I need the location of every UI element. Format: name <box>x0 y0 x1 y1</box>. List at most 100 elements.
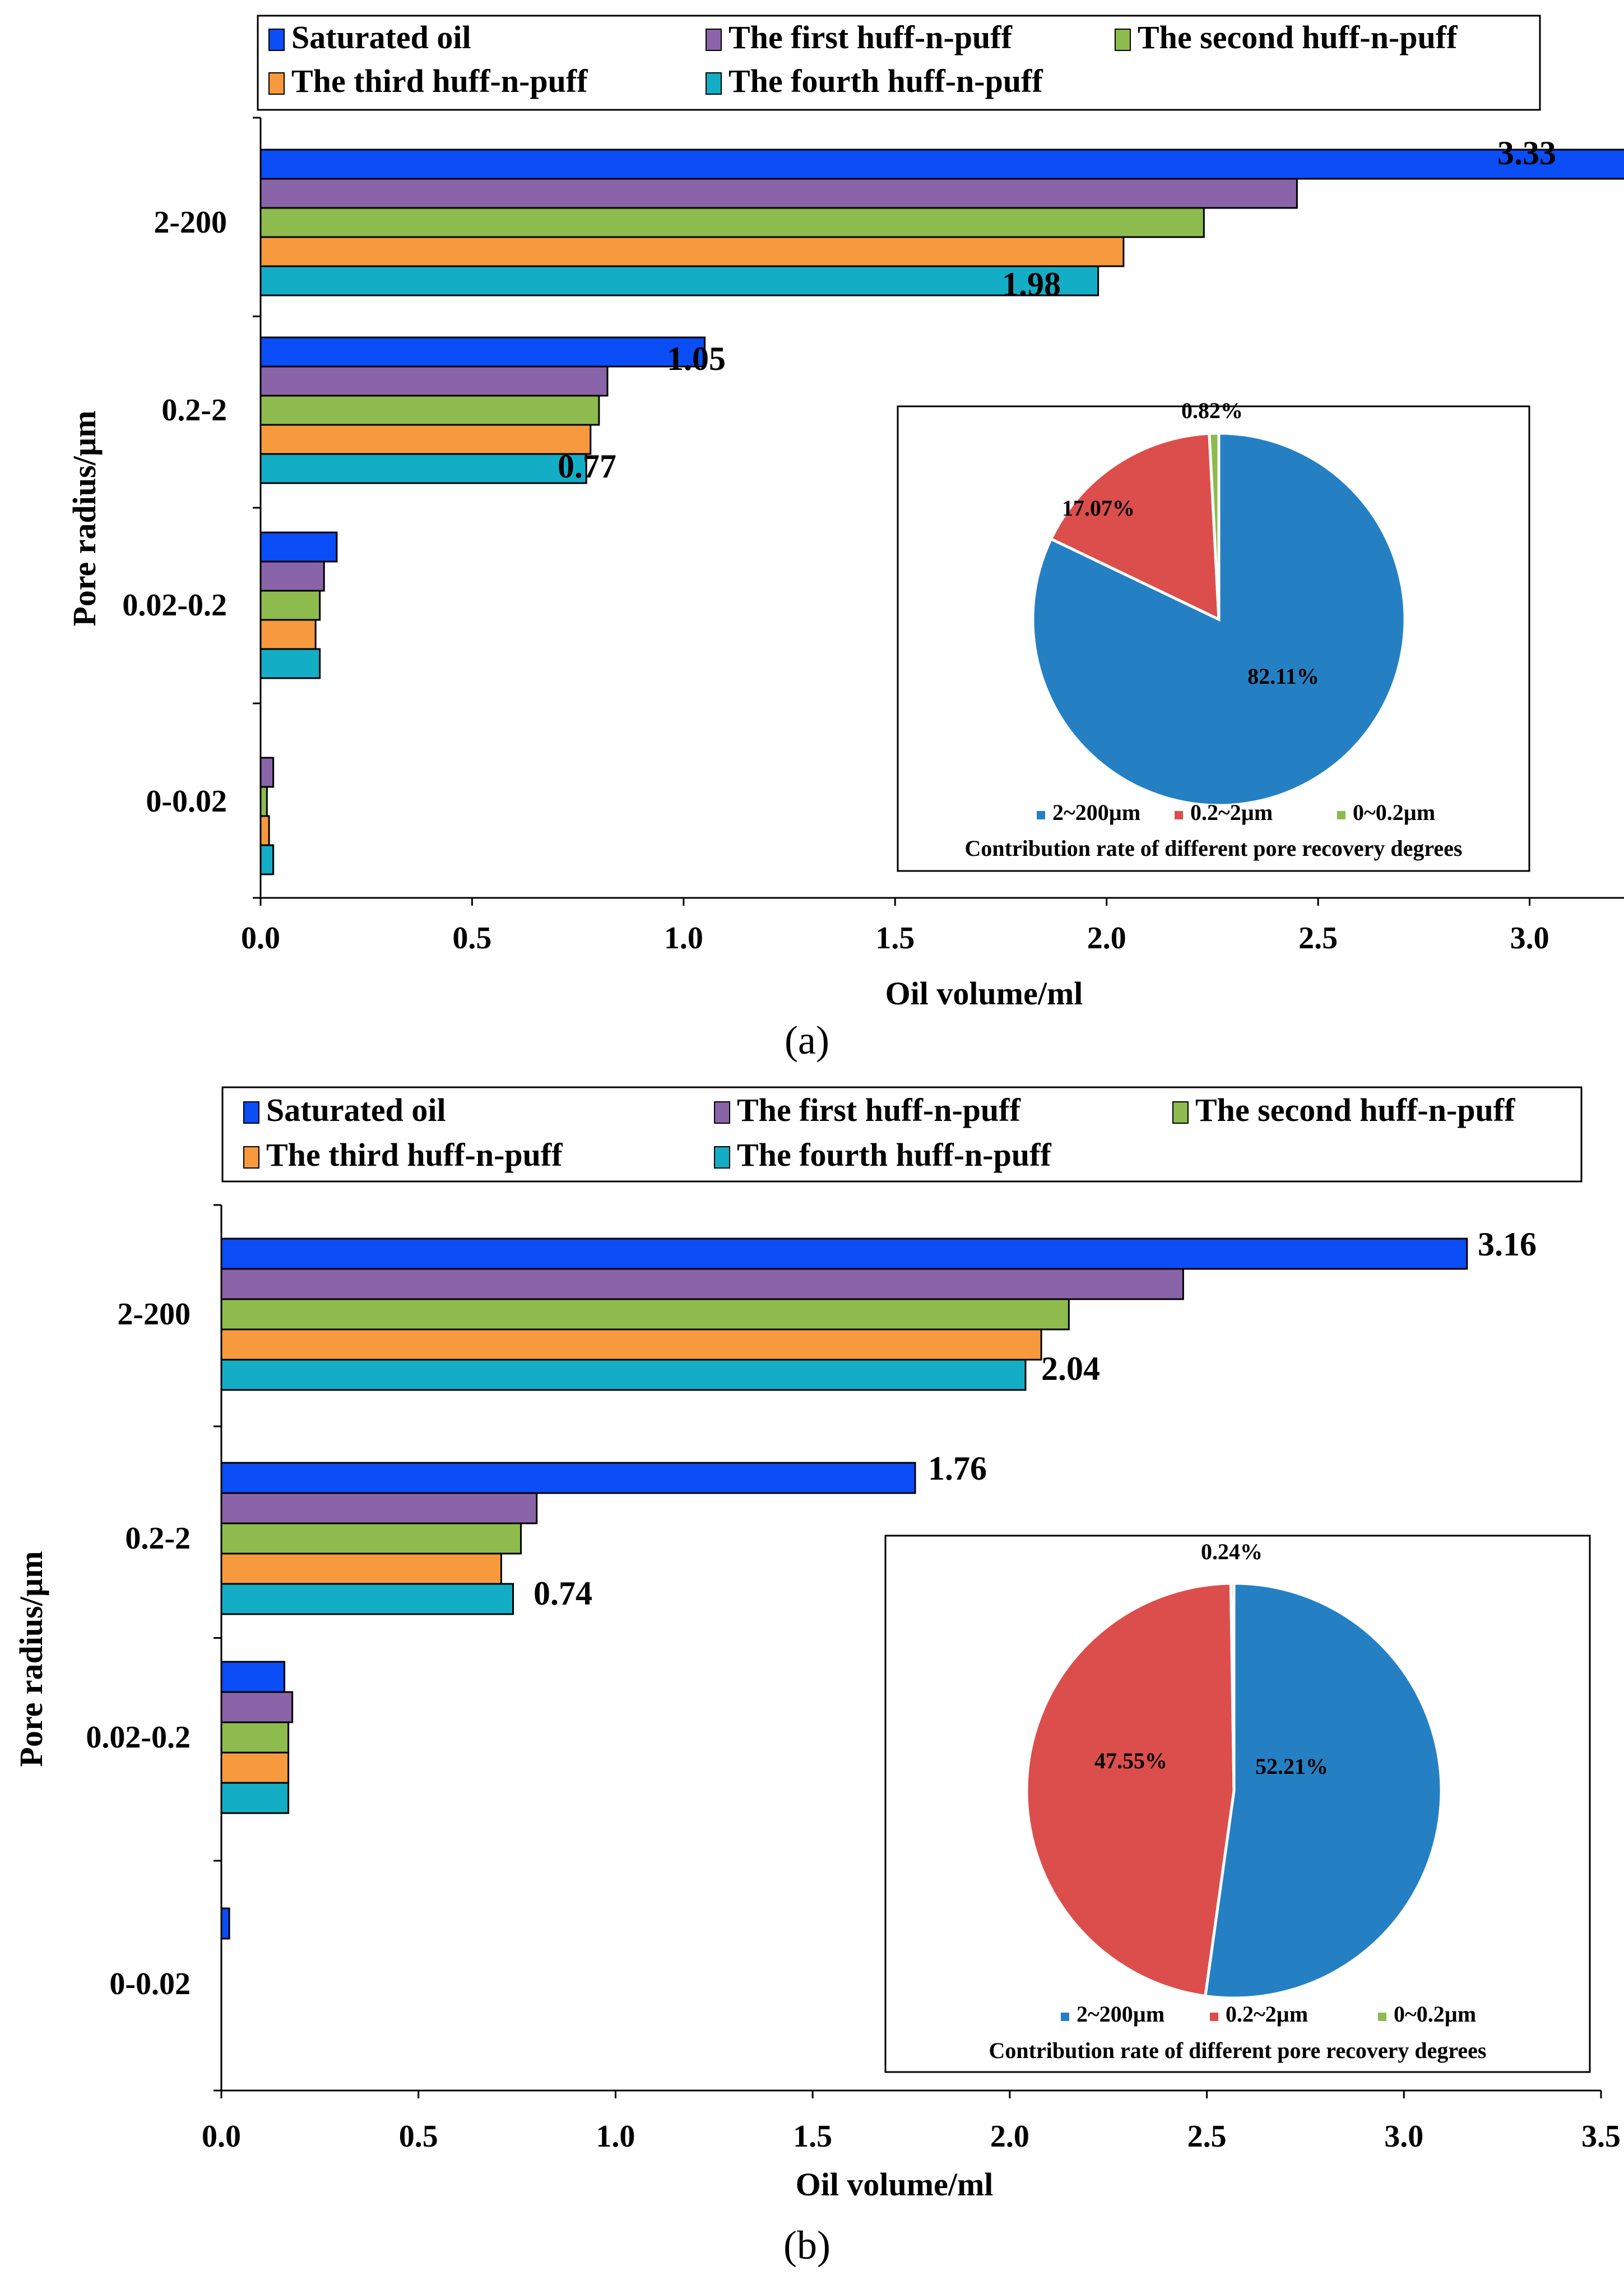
y-tick-label-0-02-0-2: 0.02-0.2 <box>86 1720 191 1755</box>
bar-2-200-the-fourth-huff-n-puff <box>259 265 1099 296</box>
pie-legend-swatch-0-0-2-m <box>1337 811 1345 819</box>
y-tick-label-0-2-2: 0.2-2 <box>125 1521 191 1556</box>
bar-0-02-0-2-the-fourth-huff-n-puff <box>259 648 321 679</box>
bar-0-0-02-the-second-huff-n-puff <box>259 786 268 817</box>
bar-0-02-0-2-the-fourth-huff-n-puff <box>220 1782 290 1814</box>
data-label: 1.76 <box>928 1450 987 1487</box>
legend-swatch-the-first-huff-n-puff <box>714 1101 730 1124</box>
legend-label-the-third-huff-n-puff: The third huff-n-puff <box>291 63 588 99</box>
pie-slice-0-0-2-m <box>1208 432 1221 620</box>
legend-swatch-the-third-huff-n-puff <box>268 72 285 95</box>
bar-2-200-the-first-huff-n-puff <box>220 1268 1184 1300</box>
bar-0-02-0-2-the-third-huff-n-puff <box>259 619 317 650</box>
x-tick-label: 1.0 <box>664 921 703 956</box>
pie-slice-label: 47.55% <box>1094 1748 1167 1773</box>
legend-label-the-fourth-huff-n-puff: The fourth huff-n-puff <box>737 1137 1051 1173</box>
pie-legend-label: 0~0.2µm <box>1353 800 1435 825</box>
pie-legend-swatch-0-2-2-m <box>1175 811 1183 819</box>
y-axis-title: Pore radius/µm <box>66 410 103 626</box>
x-tick-label: 1.5 <box>875 921 915 956</box>
x-tick-label: 2.0 <box>990 2119 1029 2154</box>
bar-0-2-2-the-fourth-huff-n-puff <box>220 1583 514 1615</box>
bar-2-200-the-second-huff-n-puff <box>220 1298 1070 1331</box>
data-label: 1.98 <box>1002 266 1061 303</box>
pie-legend-label: 0~0.2µm <box>1394 2001 1476 2027</box>
pie-slice-0-2-2-m <box>1025 1582 1236 1998</box>
bar-2-200-saturated-oil <box>259 149 1624 180</box>
bar-0-02-0-2-saturated-oil <box>259 531 338 563</box>
bar-0-0-02-the-fourth-huff-n-puff <box>259 844 275 875</box>
x-tick-label: 2.5 <box>1187 2119 1227 2154</box>
data-label: 0.77 <box>558 448 616 485</box>
bar-2-200-the-fourth-huff-n-puff <box>220 1359 1027 1391</box>
legend-label-saturated-oil: Saturated oil <box>266 1092 446 1128</box>
x-tick-label: 1.0 <box>596 2119 635 2154</box>
bar-0-02-0-2-the-first-huff-n-puff <box>220 1691 294 1723</box>
bar-0-0-02-saturated-oil <box>220 1907 230 1940</box>
data-label: 3.33 <box>1497 135 1556 172</box>
legend-swatch-saturated-oil <box>268 29 285 51</box>
bar-0-0-02-the-first-huff-n-puff <box>259 757 275 788</box>
bar-0-2-2-saturated-oil <box>220 1462 916 1494</box>
bar-2-200-the-third-huff-n-puff <box>259 236 1125 267</box>
x-axis-title: Oil volume/ml <box>885 975 1083 1012</box>
bar-2-200-the-second-huff-n-puff <box>259 207 1205 238</box>
panel-b: Saturated oil The first huff-n-puff The se… <box>13 1086 1621 2268</box>
legend-box <box>257 15 1541 111</box>
bar-0-02-0-2-the-second-huff-n-puff <box>220 1721 290 1754</box>
bar-0-02-0-2-the-third-huff-n-puff <box>220 1751 290 1784</box>
x-tick-label: 0.5 <box>399 2119 438 2154</box>
data-label: 0.74 <box>533 1575 592 1612</box>
x-tick-label: 1.5 <box>793 2119 832 2154</box>
bar-0-2-2-the-first-huff-n-puff <box>220 1492 538 1524</box>
legend-swatch-the-third-huff-n-puff <box>243 1146 259 1169</box>
pie-legend-swatch-2-200-m <box>1037 811 1045 819</box>
legend-label-the-fourth-huff-n-puff: The fourth huff-n-puff <box>729 63 1043 99</box>
pie-slice-0-2-2-m <box>1049 432 1221 622</box>
pie-slice-label: 82.11% <box>1247 664 1319 689</box>
pie-slice-label: 0.82% <box>1181 398 1243 423</box>
y-tick-label-0-0-02: 0-0.02 <box>146 784 227 819</box>
x-tick-label: 2.5 <box>1298 921 1338 956</box>
legend-label-the-first-huff-n-puff: The first huff-n-puff <box>729 19 1013 55</box>
y-tick-label-2-200: 2-200 <box>154 205 227 240</box>
pie-legend-swatch-0-0-2-m <box>1378 2013 1386 2021</box>
x-tick-label: 0.5 <box>452 921 491 956</box>
data-label: 2.04 <box>1041 1350 1100 1387</box>
bar-0-2-2-saturated-oil <box>259 336 706 368</box>
legend-label-the-second-huff-n-puff: The second huff-n-puff <box>1195 1092 1515 1128</box>
legend-swatch-the-second-huff-n-puff <box>1115 29 1131 51</box>
bar-0-2-2-the-first-huff-n-puff <box>259 365 609 397</box>
pie-legend-label: 2~200µm <box>1077 2001 1164 2027</box>
bar-0-2-2-the-second-huff-n-puff <box>220 1522 522 1555</box>
y-tick-label-0-0-02: 0-0.02 <box>109 1967 191 2001</box>
pie-slice-label: 0.24% <box>1201 1539 1263 1564</box>
pie-slice-label: 17.07% <box>1062 495 1135 521</box>
pie-legend-label: 0.2~2µm <box>1226 2001 1308 2027</box>
legend-label-the-second-huff-n-puff: The second huff-n-puff <box>1138 19 1458 55</box>
legend-swatch-the-second-huff-n-puff <box>1172 1101 1189 1124</box>
bar-2-200-the-first-huff-n-puff <box>259 178 1298 209</box>
legend-swatch-saturated-oil <box>243 1101 259 1124</box>
bar-0-2-2-the-second-huff-n-puff <box>259 395 600 426</box>
x-tick-label: 2.0 <box>1087 921 1126 956</box>
bar-0-02-0-2-saturated-oil <box>220 1661 286 1693</box>
x-tick-label: 3.0 <box>1510 921 1549 956</box>
x-axis-title: Oil volume/ml <box>796 2166 994 2203</box>
x-tick-label: 3.0 <box>1384 2119 1423 2154</box>
legend-box <box>221 1086 1583 1183</box>
y-tick-label-0-2-2: 0.2-2 <box>161 393 227 428</box>
y-tick-label-0-02-0-2: 0.02-0.2 <box>122 588 227 623</box>
bar-2-200-the-third-huff-n-puff <box>220 1328 1042 1361</box>
pie-slice-2-200-m <box>1203 1582 1443 2000</box>
panel-label: (b) <box>783 2223 830 2268</box>
x-tick-label: 0.0 <box>202 2119 241 2154</box>
legend-label-the-first-huff-n-puff: The first huff-n-puff <box>737 1092 1021 1128</box>
legend-label-saturated-oil: Saturated oil <box>291 19 471 55</box>
data-label: 3.16 <box>1478 1226 1537 1263</box>
pie-slice-label: 52.21% <box>1255 1754 1328 1779</box>
y-axis-title: Pore radius/µm <box>13 1551 49 1767</box>
pie-legend-swatch-0-2-2-m <box>1210 2013 1218 2021</box>
legend-swatch-the-fourth-huff-n-puff <box>706 72 722 95</box>
